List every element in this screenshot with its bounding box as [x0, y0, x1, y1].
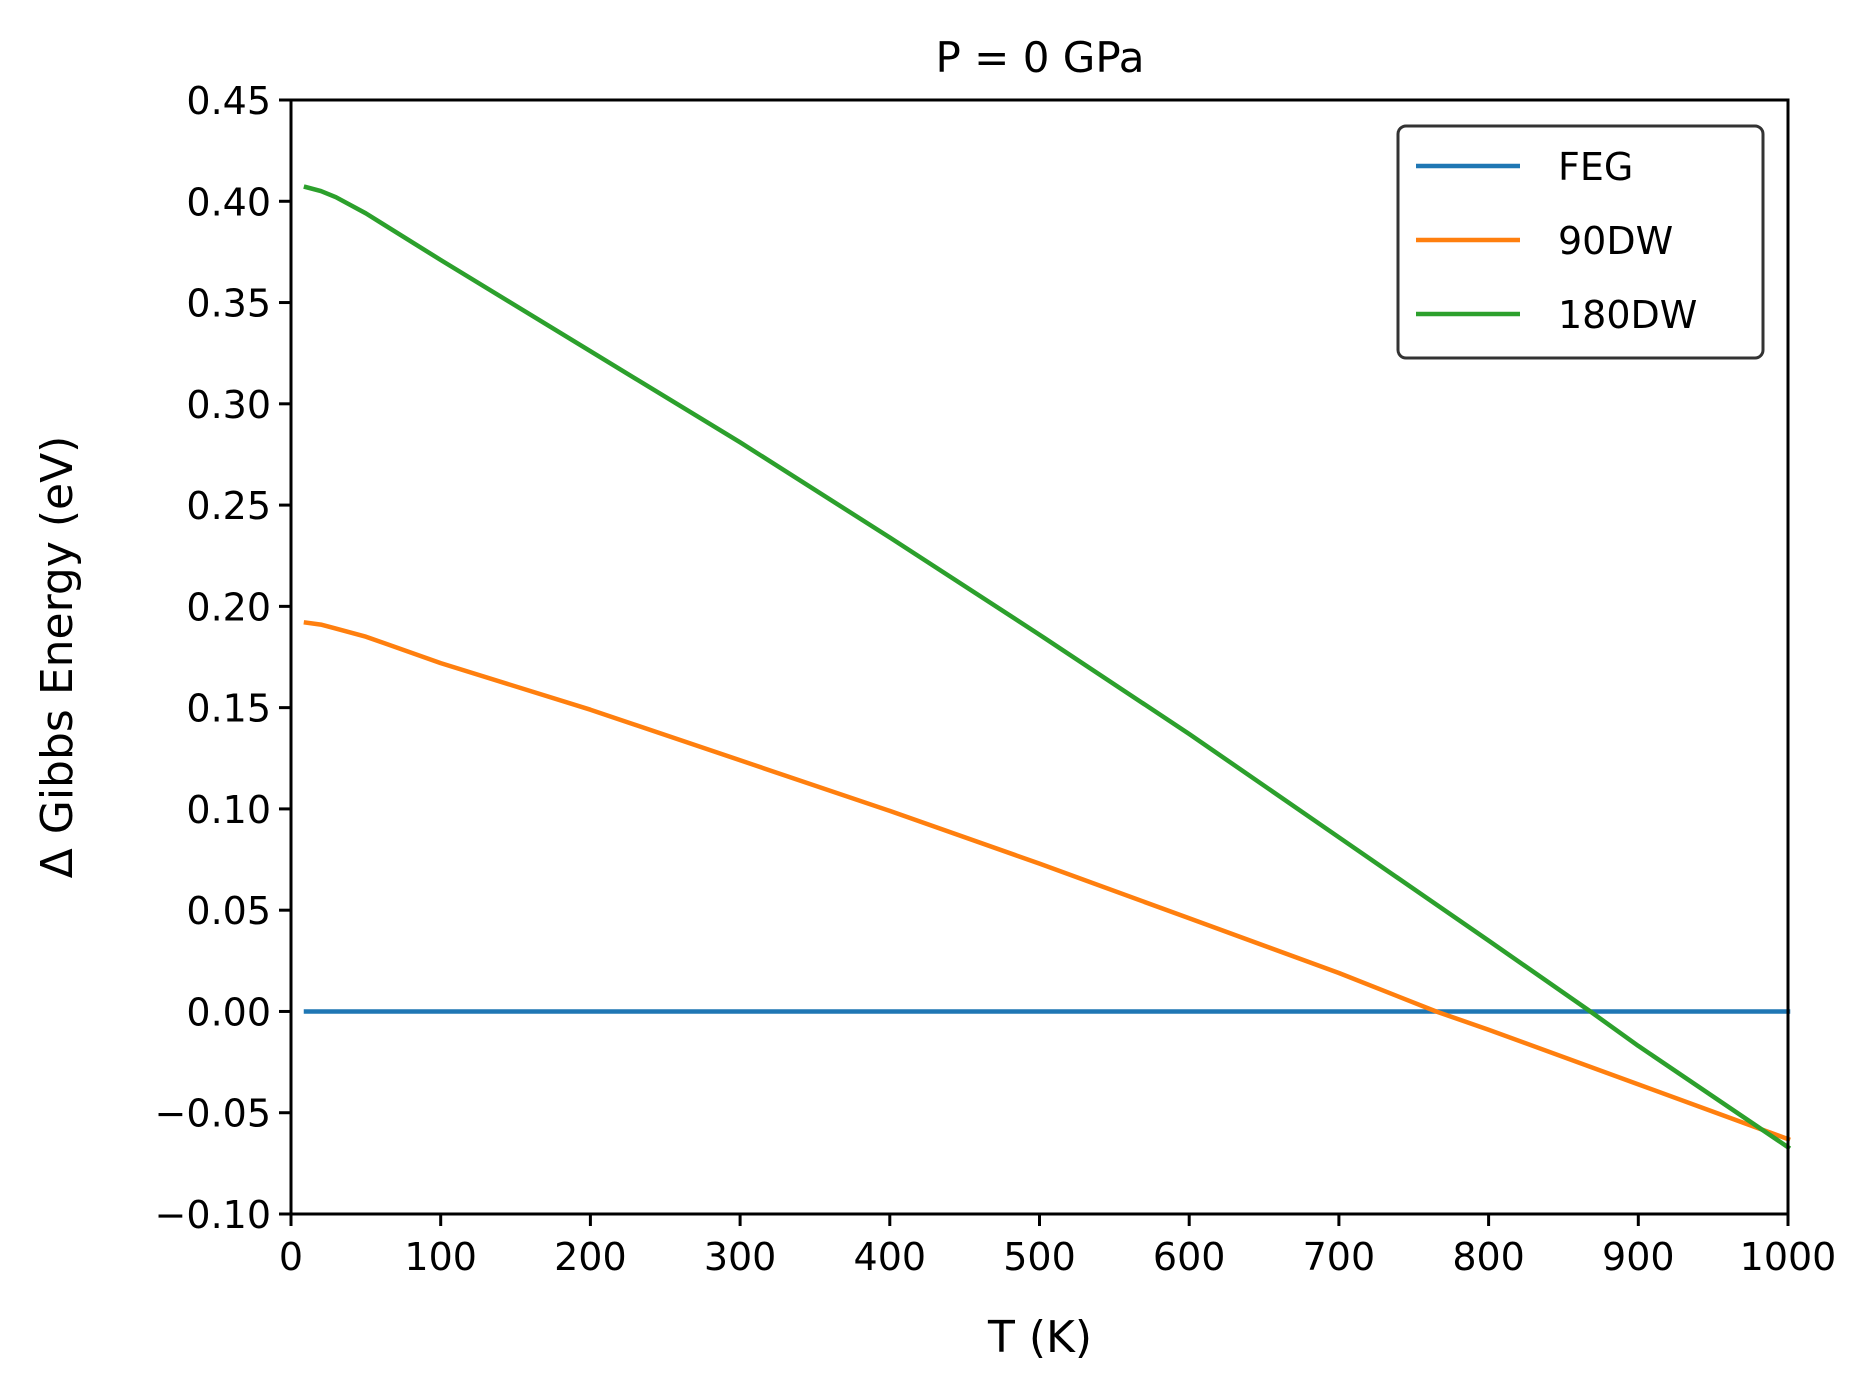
y-tick-label: 0.40 [186, 180, 271, 224]
chart-title: P = 0 GPa [935, 33, 1144, 82]
y-tick-label: 0.45 [186, 79, 271, 123]
y-axis-ticks: −0.10 −0.05 0.00 0.05 0.10 0.15 0.20 0.25 0.30 0.… [155, 79, 291, 1237]
series-layer [303, 184, 1792, 1151]
y-tick-label: 0.20 [186, 585, 271, 629]
y-tick-label: 0.15 [186, 687, 271, 731]
y-tick-label: 0.35 [186, 282, 271, 326]
y-tick-label: −0.05 [155, 1092, 271, 1136]
x-tick-label: 400 [854, 1235, 927, 1279]
x-tick-label: 600 [1153, 1235, 1226, 1279]
legend-entries: FEG 90DW 180DW [1416, 145, 1697, 337]
y-tick-label: 0.30 [186, 383, 271, 427]
x-tick-label: 200 [554, 1235, 627, 1279]
legend-label-180dw: 180DW [1558, 293, 1697, 337]
x-tick-label: 900 [1602, 1235, 1675, 1279]
y-tick-label: −0.10 [155, 1193, 271, 1237]
y-axis-label: Δ Gibbs Energy (eV) [32, 436, 83, 879]
x-tick-label: 700 [1303, 1235, 1376, 1279]
legend-label-90dw: 90DW [1558, 219, 1673, 263]
legend: FEG 90DW 180DW [1396, 124, 1765, 360]
x-tick-label: 500 [1003, 1235, 1076, 1279]
x-tick-label: 1000 [1740, 1235, 1837, 1279]
x-axis-ticks: 0 100 200 300 400 500 600 700 800 900 1000 [279, 1214, 1836, 1279]
y-tick-label: 0.05 [186, 889, 271, 933]
y-tick-label: 0.10 [186, 788, 271, 832]
legend-box [1396, 124, 1765, 360]
series-line-180dw [303, 184, 1792, 1151]
legend-label-feg: FEG [1558, 145, 1633, 189]
y-tick-label: 0.00 [186, 990, 271, 1034]
series-line-90dw [303, 620, 1791, 1142]
x-tick-label: 800 [1452, 1235, 1525, 1279]
y-tick-label: 0.25 [186, 484, 271, 528]
x-tick-label: 0 [279, 1235, 303, 1279]
x-tick-label: 300 [704, 1235, 777, 1279]
x-axis-label: T (K) [987, 1312, 1092, 1363]
x-tick-label: 100 [404, 1235, 477, 1279]
